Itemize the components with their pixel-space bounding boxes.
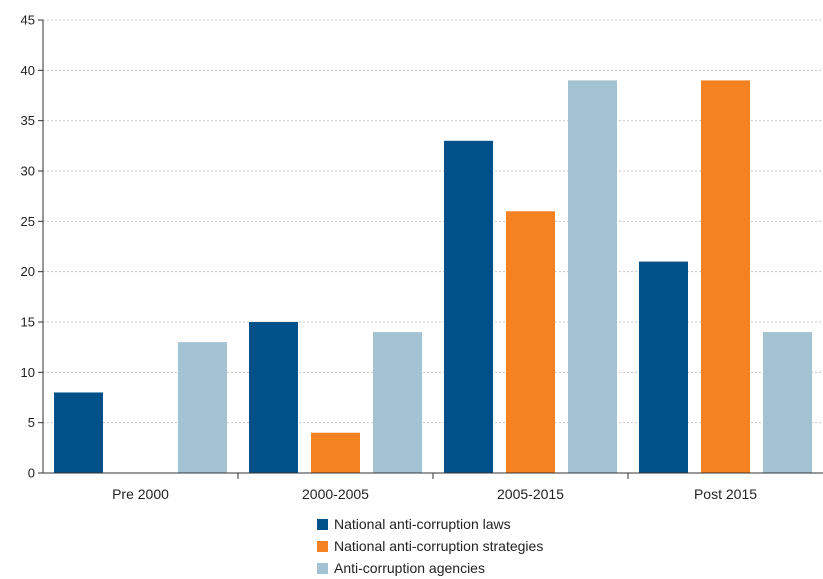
y-tick-label: 0 (28, 466, 35, 481)
bar-1-4 (639, 261, 688, 473)
y-tick-label: 10 (21, 365, 35, 380)
y-axis-ticks: 0 5 10 15 20 25 30 35 40 45 (21, 13, 43, 481)
legend-label-2: National anti-corruption strategies (334, 538, 543, 554)
y-tick-label: 30 (21, 164, 35, 179)
legend-label-3: Anti-corruption agencies (334, 560, 485, 576)
x-category-label: 2000-2005 (302, 486, 369, 502)
bar-2-3 (506, 211, 555, 473)
x-category-label: Pre 2000 (112, 486, 169, 502)
bar-1-2 (249, 322, 298, 473)
legend-swatch-2 (317, 541, 328, 552)
y-tick-label: 25 (21, 214, 35, 229)
bar-3-2 (373, 332, 422, 473)
y-tick-label: 5 (28, 415, 35, 430)
legend-label-1: National anti-corruption laws (334, 516, 511, 532)
bar-3-4 (763, 332, 812, 473)
legend-swatch-1 (317, 519, 328, 530)
x-category-label: Post 2015 (694, 486, 757, 502)
bars (54, 80, 812, 474)
y-tick-label: 40 (21, 63, 35, 78)
legend: National anti-corruption laws National an… (317, 516, 543, 576)
x-axis-categories: Pre 2000 2000-2005 2005-2015 Post 2015 (112, 473, 757, 502)
legend-swatch-3 (317, 563, 328, 574)
bar-1-1 (54, 392, 103, 473)
bar-2-2 (311, 432, 360, 473)
gridlines (43, 19, 823, 424)
bar-3-1 (178, 342, 227, 473)
bar-1-3 (444, 140, 493, 474)
y-tick-label: 45 (21, 13, 35, 28)
bar-3-3 (568, 80, 617, 474)
y-tick-label: 15 (21, 315, 35, 330)
y-tick-label: 35 (21, 113, 35, 128)
y-tick-label: 20 (21, 264, 35, 279)
bar-2-4 (701, 80, 750, 474)
x-category-label: 2005-2015 (497, 486, 564, 502)
